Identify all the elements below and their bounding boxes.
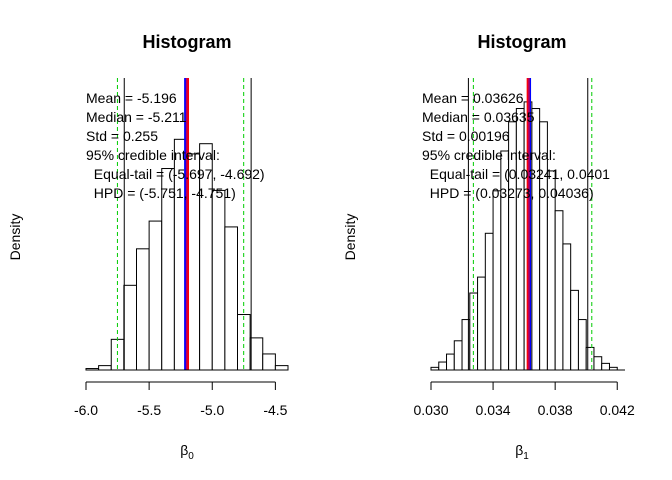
x-tick-label: 0.030	[413, 402, 448, 418]
x-tick-label: -5.0	[200, 402, 224, 418]
histogram-bar	[249, 337, 264, 371]
x-axis-label: β1	[515, 442, 529, 462]
x-axis-label: β0	[180, 442, 194, 462]
stat-line: Std = 0.255	[86, 128, 158, 144]
histogram-bar	[477, 276, 486, 371]
x-axis: -6.0 -5.5 -5.0 -4.5	[74, 369, 288, 418]
histogram-bar	[500, 150, 510, 371]
histogram-bar	[224, 226, 238, 371]
histogram-bar	[262, 353, 276, 371]
stat-line: 95% credible interval:	[86, 147, 220, 163]
bar-group	[430, 101, 618, 371]
stat-line: Median = 0.03635	[422, 109, 535, 125]
x-axis-label-subscript: 1	[523, 451, 529, 462]
histogram-bar	[453, 340, 463, 371]
x-axis-label-subscript: 0	[188, 451, 194, 462]
x-tick-label: 0.034	[476, 402, 511, 418]
stats-text: Mean = -5.196 Median = -5.211 Std = 0.255 9…	[86, 90, 265, 201]
panel-title: Histogram	[477, 32, 566, 52]
histogram-bar	[211, 189, 226, 371]
histogram-bar	[274, 365, 289, 371]
stat-line: Median = -5.211	[86, 109, 187, 125]
histogram-bar	[98, 365, 112, 371]
x-tick-label: -5.5	[137, 402, 161, 418]
stat-line: Std = 0.00196	[422, 128, 510, 144]
stat-line: Mean = -5.196	[86, 90, 177, 106]
interval-lines	[467, 78, 593, 370]
stat-line: Equal-tail = (0.03241, 0.0401	[422, 166, 610, 182]
stats-text: Mean = 0.03626 Median = 0.03635 Std = 0.00…	[422, 90, 610, 201]
histogram-bar	[601, 362, 610, 371]
x-axis: 0.030 0.034 0.038 0.042	[413, 369, 635, 418]
histogram-bar	[562, 243, 572, 371]
histogram-bar	[492, 190, 502, 371]
histogram-bar	[554, 210, 564, 371]
x-tick-label: 0.042	[600, 402, 635, 418]
x-tick-label: -4.5	[263, 402, 287, 418]
histogram-bar	[123, 284, 137, 371]
x-axis-label-symbol: β	[515, 442, 523, 458]
histogram-bar	[593, 356, 603, 371]
histogram-bar	[438, 361, 448, 371]
histogram-panel-beta1: Histogram Density β1 0.030 0.034 0.038 0.04…	[342, 32, 635, 462]
x-tick-label: -6.0	[74, 402, 98, 418]
histogram-bar	[577, 319, 587, 371]
y-axis-label: Density	[7, 214, 23, 261]
x-axis-label-symbol: β	[180, 442, 188, 458]
histogram-bar	[570, 289, 579, 371]
histogram-panel-beta0: Histogram Density β0 -6.0 -5.5 -5.0 -4.5 Me…	[7, 32, 289, 462]
x-tick-label: 0.038	[538, 402, 573, 418]
interval-lines	[116, 78, 252, 370]
bar-group	[85, 138, 289, 371]
stat-line: Equal-tail = (-5.697, -4.692)	[86, 166, 265, 182]
y-axis-label: Density	[342, 214, 358, 261]
panel-title: Histogram	[142, 32, 231, 52]
histogram-bar	[148, 220, 163, 371]
histogram-bar	[446, 353, 455, 371]
histogram-bar	[136, 248, 150, 371]
stat-line: 95% credible interval:	[422, 147, 556, 163]
stat-line: HPD = (-5.751, -4.751)	[86, 185, 236, 201]
stat-line: HPD = (0.03273, 0.04036)	[422, 185, 594, 201]
stat-line: Mean = 0.03626	[422, 90, 524, 106]
histogram-bar	[484, 232, 494, 371]
